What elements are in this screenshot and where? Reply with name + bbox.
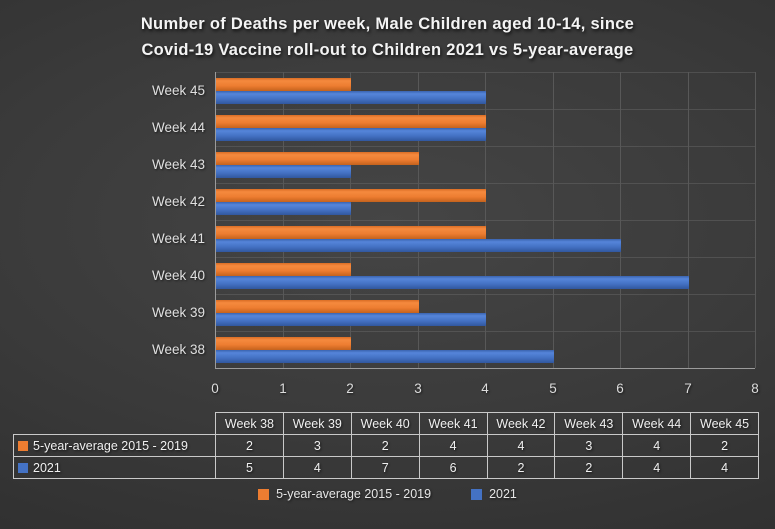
table-header-week-45: Week 45 [690,412,759,435]
table-cell-week-39: 3 [282,434,352,457]
bar-week-44-5-year-average [216,115,486,128]
y-axis-line [215,72,216,368]
bar-week-40-2021 [216,276,689,289]
value-tick-label-6: 6 [616,381,624,396]
category-label-week-44: Week 44 [151,120,205,135]
table-header-week-40: Week 40 [350,412,420,435]
chart-title-line2: Covid-19 Vaccine roll-out to Children 20… [141,41,634,59]
category-label-week-38: Week 38 [151,342,205,357]
value-tick-label-0: 0 [211,381,219,396]
legend-item-2021: 2021 [471,487,517,501]
vertical-gridline [283,72,284,368]
table-cell-week-40: 7 [350,456,420,479]
value-tick-label-3: 3 [414,381,422,396]
table-cell-week-45: 2 [690,434,759,457]
bar-week-42-2021 [216,202,351,215]
bar-week-44-2021 [216,128,486,141]
x-axis-line [215,368,755,369]
legend-swatch-blue-icon [471,488,483,500]
value-tick-label-1: 1 [279,381,287,396]
plot-area [215,72,756,369]
category-label-week-40: Week 40 [151,268,205,283]
value-tick-label-7: 7 [684,381,692,396]
table-cell-week-42: 2 [486,456,556,479]
table-cell-week-44: 4 [622,434,692,457]
bar-week-40-5-year-average [216,263,351,276]
category-label-week-45: Week 45 [151,83,205,98]
value-tick-label-5: 5 [549,381,557,396]
bar-week-43-2021 [216,165,351,178]
vertical-gridline [418,72,419,368]
legend-label-2021: 2021 [489,487,517,501]
vertical-gridline [485,72,486,368]
table-cell-week-39: 4 [282,456,352,479]
category-label-week-39: Week 39 [151,305,205,320]
bar-week-38-2021 [216,350,554,363]
table-row-5-year-average: 5-year-average 2015 - 2019 2 3 2 4 4 3 4 2 [13,434,759,457]
table-cell-week-45: 4 [690,456,759,479]
table-row-key-icon [18,462,28,473]
value-tick-label-2: 2 [346,381,354,396]
vertical-gridline [620,72,621,368]
table-header-week-42: Week 42 [486,412,556,435]
table-cell-week-38: 2 [215,434,284,457]
table-header-week-38: Week 38 [215,412,284,435]
vertical-gridline [553,72,554,368]
category-label-week-42: Week 42 [151,194,205,209]
bar-week-39-2021 [216,313,486,326]
table-header-week-43: Week 43 [554,412,624,435]
value-tick-label-8: 8 [751,381,759,396]
chart-legend: 5-year-average 2015 - 2019 2021 [0,487,775,501]
vertical-gridline [755,72,756,368]
table-row-2021: 2021 5 4 7 6 2 2 4 4 [13,456,759,479]
bar-chart: Week 45 Week 44 Week 43 Week 42 Week 41 Week … [151,72,759,396]
bar-week-45-2021 [216,91,486,104]
vertical-gridline [688,72,689,368]
category-label-week-41: Week 41 [151,231,205,246]
bar-week-38-5-year-average [216,337,351,350]
legend-item-5-year-average: 5-year-average 2015 - 2019 [258,487,431,501]
table-header-week-39: Week 39 [282,412,352,435]
table-cell-week-40: 2 [350,434,420,457]
bar-week-43-5-year-average [216,152,419,165]
value-tick-label-4: 4 [481,381,489,396]
table-header-week-44: Week 44 [622,412,692,435]
data-table: Week 38 Week 39 Week 40 Week 41 Week 42 Week … [13,412,759,479]
table-cell-week-38: 5 [215,456,284,479]
bar-week-42-5-year-average [216,189,486,202]
chart-title: Number of Deaths per week, Male Children… [0,11,775,63]
bar-week-41-5-year-average [216,226,486,239]
table-corner-cell [14,413,216,435]
table-cell-week-41: 6 [418,456,488,479]
table-row-label: 2021 [13,456,216,479]
table-row-label: 5-year-average 2015 - 2019 [13,434,216,457]
table-cell-week-41: 4 [418,434,488,457]
table-cell-week-42: 4 [486,434,556,457]
table-cell-week-43: 2 [554,456,624,479]
legend-swatch-orange-icon [258,488,270,500]
bar-week-39-5-year-average [216,300,419,313]
bar-week-41-2021 [216,239,621,252]
bar-week-45-5-year-average [216,78,351,91]
category-label-week-43: Week 43 [151,157,205,172]
legend-label-5-year-average: 5-year-average 2015 - 2019 [276,487,432,501]
table-header-week-41: Week 41 [418,412,488,435]
vertical-gridline [350,72,351,368]
table-cell-week-44: 4 [622,456,692,479]
table-cell-week-43: 3 [554,434,624,457]
table-row-key-icon [18,440,28,451]
chart-title-line1: Number of Deaths per week, Male Children… [140,15,635,33]
